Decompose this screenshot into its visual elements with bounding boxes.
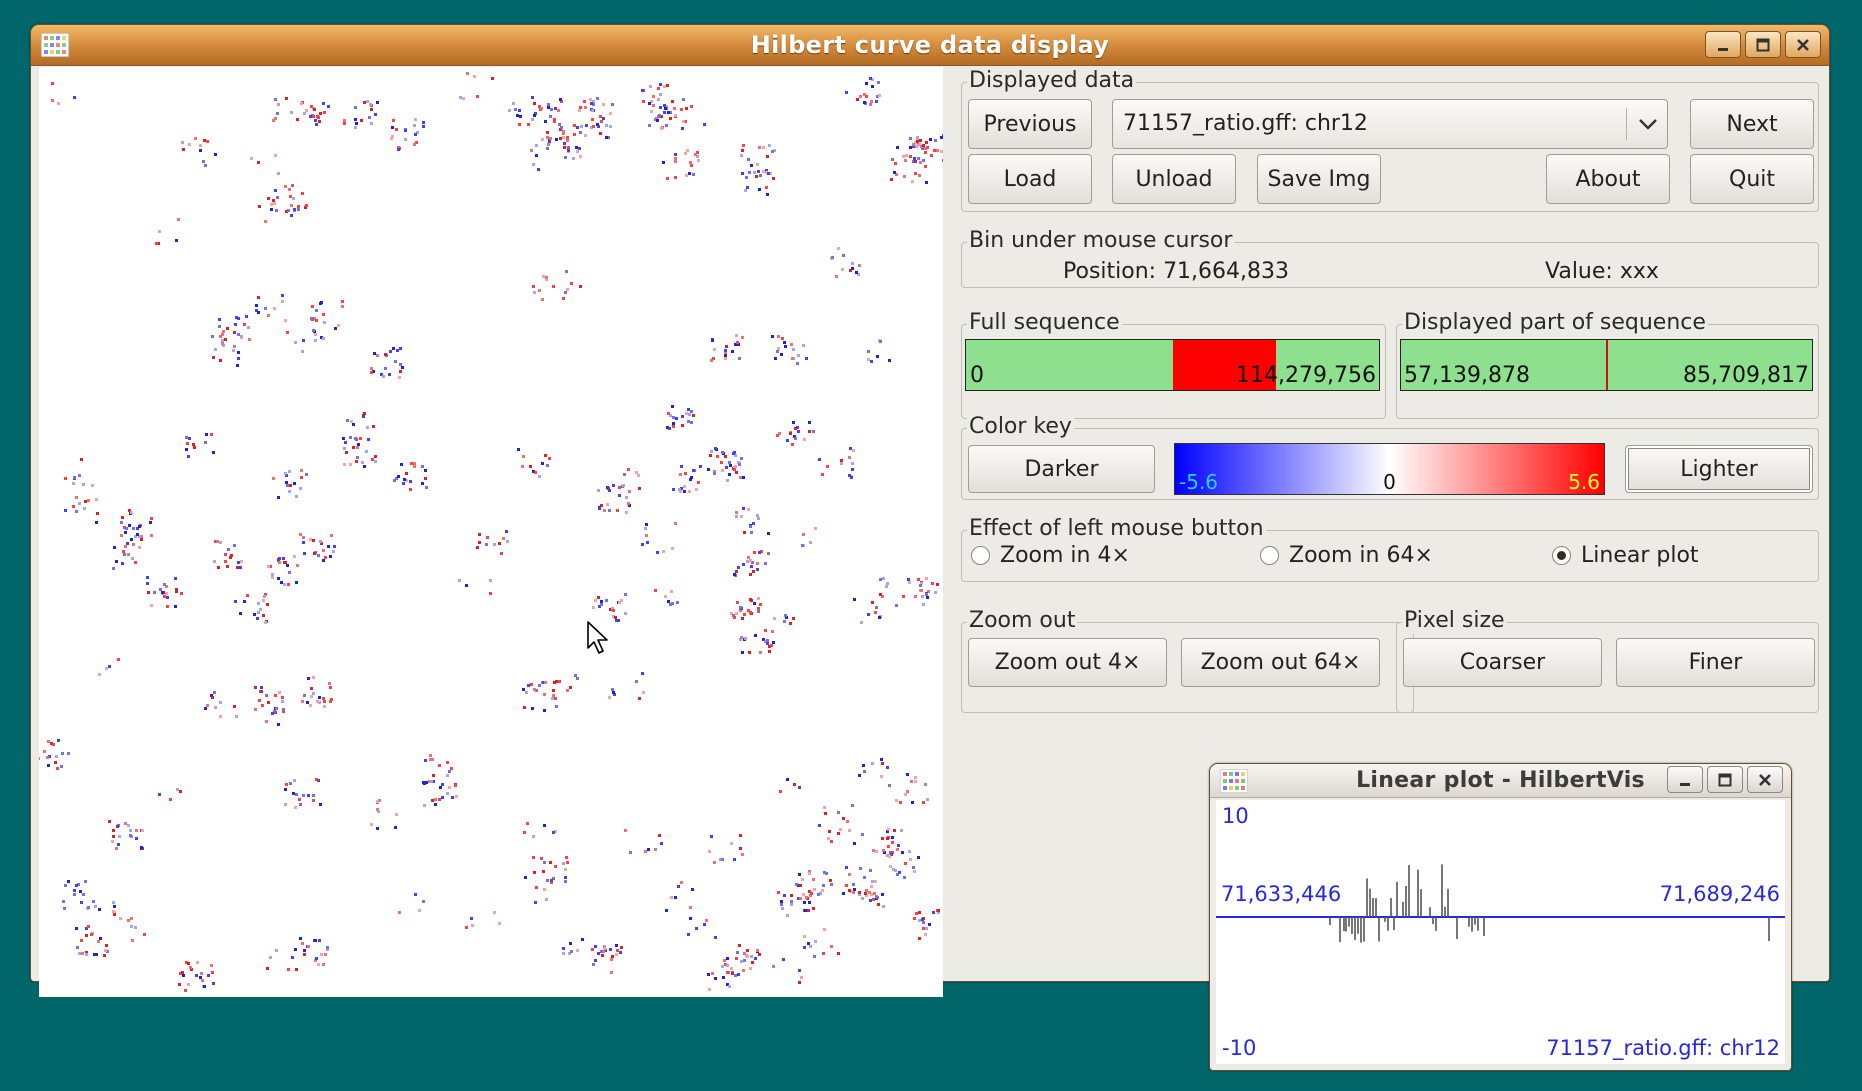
load-button[interactable]: Load	[968, 154, 1092, 204]
coarser-button[interactable]: Coarser	[1403, 638, 1602, 687]
zoom-out-group: Zoom out	[961, 608, 1414, 713]
full-sequence-bar[interactable]: 0 114,279,756	[965, 339, 1380, 391]
minimize-icon	[1680, 782, 1690, 786]
dataset-select-value: 71157_ratio.gff: chr12	[1123, 111, 1368, 136]
mouse-cursor-icon	[587, 621, 608, 654]
dropdown-arrow-icon	[1639, 119, 1657, 130]
next-button[interactable]: Next	[1690, 99, 1814, 149]
radio-zoom-in-4x[interactable]: Zoom in 4×	[971, 543, 1130, 568]
quit-button[interactable]: Quit	[1690, 154, 1814, 204]
grid-app-icon[interactable]	[1220, 769, 1248, 793]
displayed-part-marker	[1605, 340, 1608, 390]
close-icon	[1797, 38, 1809, 51]
color-key-gradient: -5.6 0 5.6	[1174, 443, 1605, 495]
zoom-out-label: Zoom out	[967, 608, 1078, 634]
plot-window-title: Linear plot - HilbertVis	[1356, 768, 1645, 793]
plot-xstart-label: 71,633,446	[1221, 882, 1342, 906]
displayed-part-start: 57,139,878	[1404, 363, 1530, 388]
grid-app-icon[interactable]	[41, 33, 69, 57]
displayed-data-group: Displayed data	[961, 68, 1819, 212]
finer-button[interactable]: Finer	[1616, 638, 1815, 687]
cursor-position: Position: 71,664,833	[1063, 259, 1290, 284]
displayed-part-label: Displayed part of sequence	[1402, 310, 1708, 336]
pixel-size-group: Pixel size	[1396, 608, 1819, 713]
maximize-button[interactable]	[1745, 31, 1781, 58]
lighter-button[interactable]: Lighter	[1625, 445, 1813, 493]
radio-linear-plot-label: Linear plot	[1581, 543, 1699, 568]
displayed-part-end: 85,709,817	[1683, 363, 1809, 388]
plot-xend-label: 71,689,246	[1659, 882, 1780, 906]
plot-minimize-button[interactable]	[1667, 766, 1703, 793]
color-key-group: Color key	[961, 414, 1819, 500]
plot-ymax-label: 10	[1222, 804, 1249, 828]
hilbert-plot[interactable]	[39, 67, 943, 997]
radio-zoom-in-64x-label: Zoom in 64×	[1289, 543, 1433, 568]
radio-linear-plot[interactable]: Linear plot	[1552, 543, 1699, 568]
pixel-size-label: Pixel size	[1402, 608, 1507, 634]
displayed-data-label: Displayed data	[967, 68, 1137, 94]
bin-cursor-group: Bin under mouse cursor	[961, 228, 1819, 288]
plot-close-button[interactable]	[1747, 766, 1783, 793]
linear-plot-window: Linear plot - HilbertVis 10 71,633,446 7…	[1209, 763, 1792, 1071]
dataset-select[interactable]: 71157_ratio.gff: chr12	[1112, 99, 1668, 149]
plot-maximize-button[interactable]	[1707, 766, 1743, 793]
color-key-label: Color key	[967, 414, 1074, 440]
darker-button[interactable]: Darker	[968, 445, 1155, 493]
color-key-mid: 0	[1383, 470, 1396, 494]
linear-plot-svg	[1216, 864, 1785, 943]
about-button[interactable]: About	[1546, 154, 1670, 204]
zoom-out-64x-button[interactable]: Zoom out 64×	[1181, 638, 1380, 687]
minimize-button[interactable]	[1705, 31, 1741, 58]
linear-plot-area[interactable]: 10 71,633,446 71,689,246 -10 71157_ratio…	[1216, 800, 1785, 1064]
zoom-out-4x-button[interactable]: Zoom out 4×	[968, 638, 1167, 687]
window-title: Hilbert curve data display	[750, 31, 1110, 59]
plot-dataset-label: 71157_ratio.gff: chr12	[1546, 1036, 1780, 1060]
hilbert-canvas[interactable]	[39, 67, 943, 997]
bin-cursor-label: Bin under mouse cursor	[967, 228, 1235, 254]
close-icon	[1759, 773, 1771, 786]
color-key-max: 5.6	[1568, 470, 1600, 494]
previous-button[interactable]: Previous	[968, 99, 1092, 149]
full-sequence-highlight	[1172, 340, 1276, 390]
maximize-icon	[1718, 773, 1732, 786]
color-key-min: -5.6	[1179, 470, 1219, 494]
maximize-icon	[1756, 38, 1770, 51]
full-sequence-group: Full sequence	[961, 310, 1386, 419]
full-sequence-label: Full sequence	[967, 310, 1122, 336]
displayed-part-bar[interactable]: 57,139,878 85,709,817	[1400, 339, 1813, 391]
cursor-value: Value: xxx	[1545, 259, 1659, 284]
close-button[interactable]	[1785, 31, 1821, 58]
unload-button[interactable]: Unload	[1112, 154, 1236, 204]
full-sequence-end: 114,279,756	[1236, 363, 1376, 388]
radio-zoom-in-4x-label: Zoom in 4×	[1000, 543, 1130, 568]
full-sequence-start: 0	[970, 363, 984, 388]
radio-zoom-in-64x[interactable]: Zoom in 64×	[1260, 543, 1433, 568]
plot-titlebar[interactable]: Linear plot - HilbertVis	[1210, 764, 1791, 798]
main-titlebar[interactable]: Hilbert curve data display	[31, 25, 1829, 66]
displayed-part-group: Displayed part of sequence	[1396, 310, 1819, 419]
left-mouse-label: Effect of left mouse button	[967, 516, 1266, 542]
save-img-button[interactable]: Save Img	[1257, 154, 1381, 204]
left-mouse-group: Effect of left mouse button	[961, 516, 1819, 582]
plot-ymin-label: -10	[1222, 1036, 1257, 1060]
minimize-icon	[1718, 47, 1728, 51]
main-window: Hilbert curve data display Displayed dat…	[30, 24, 1830, 997]
